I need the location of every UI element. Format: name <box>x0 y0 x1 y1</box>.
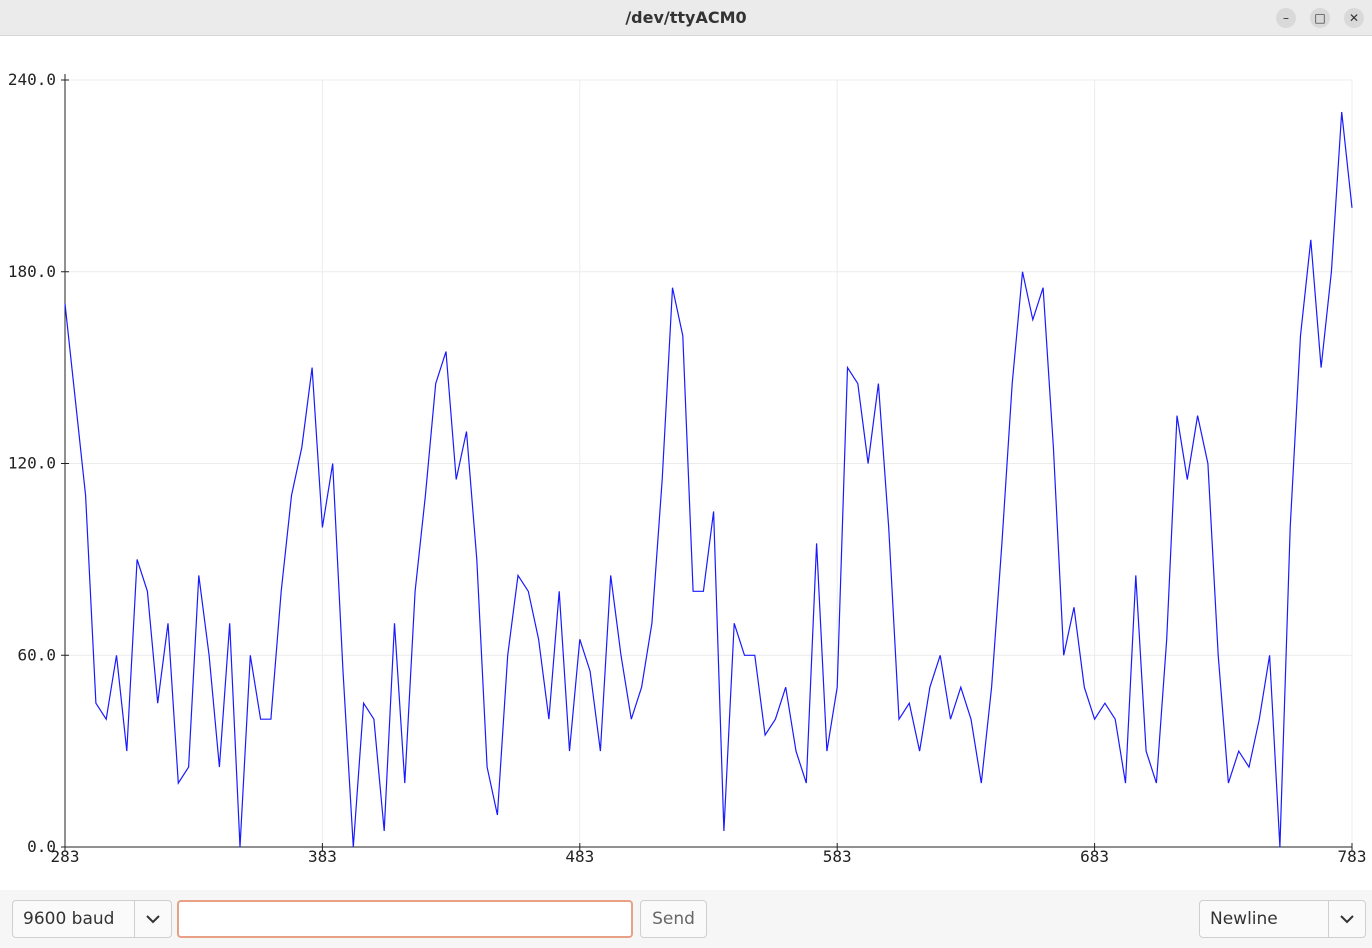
window-title: /dev/ttyACM0 <box>625 8 747 27</box>
maximize-button[interactable]: □ <box>1310 8 1330 28</box>
line-ending-select[interactable]: Newline <box>1199 900 1330 938</box>
line-ending-dropdown[interactable] <box>1328 900 1366 938</box>
y-tick-label: 0.0 <box>27 837 56 856</box>
chevron <box>1340 915 1354 924</box>
bottom-bar: 9600 baud Send Newline <box>0 890 1372 948</box>
chevron <box>146 915 160 924</box>
close-button[interactable]: ✕ <box>1344 8 1364 28</box>
title-bar: /dev/ttyACM0 – □ ✕ <box>0 0 1372 36</box>
baud-select[interactable]: 9600 baud <box>12 900 136 938</box>
y-tick-label: 120.0 <box>8 454 56 473</box>
message-input[interactable] <box>177 900 633 938</box>
x-tick-label: 783 <box>1338 847 1367 866</box>
data-line <box>64 111 1353 848</box>
minimize-button[interactable]: – <box>1276 8 1296 28</box>
x-tick-label: 483 <box>565 847 594 866</box>
x-tick-label: 683 <box>1080 847 1109 866</box>
y-tick-label: 240.0 <box>8 70 56 89</box>
x-tick-label: 383 <box>308 847 337 866</box>
baud-dropdown[interactable] <box>134 900 172 938</box>
plot: 0.0 60.0 120.0 180.0 240.0 283 383 483 583 683 783 <box>8 70 1367 866</box>
send-button[interactable]: Send <box>640 900 707 938</box>
x-tick-label: 583 <box>823 847 852 866</box>
x-tick-label: 283 <box>51 847 80 866</box>
y-tick-label: 180.0 <box>8 262 56 281</box>
y-tick-label: 60.0 <box>17 645 56 664</box>
